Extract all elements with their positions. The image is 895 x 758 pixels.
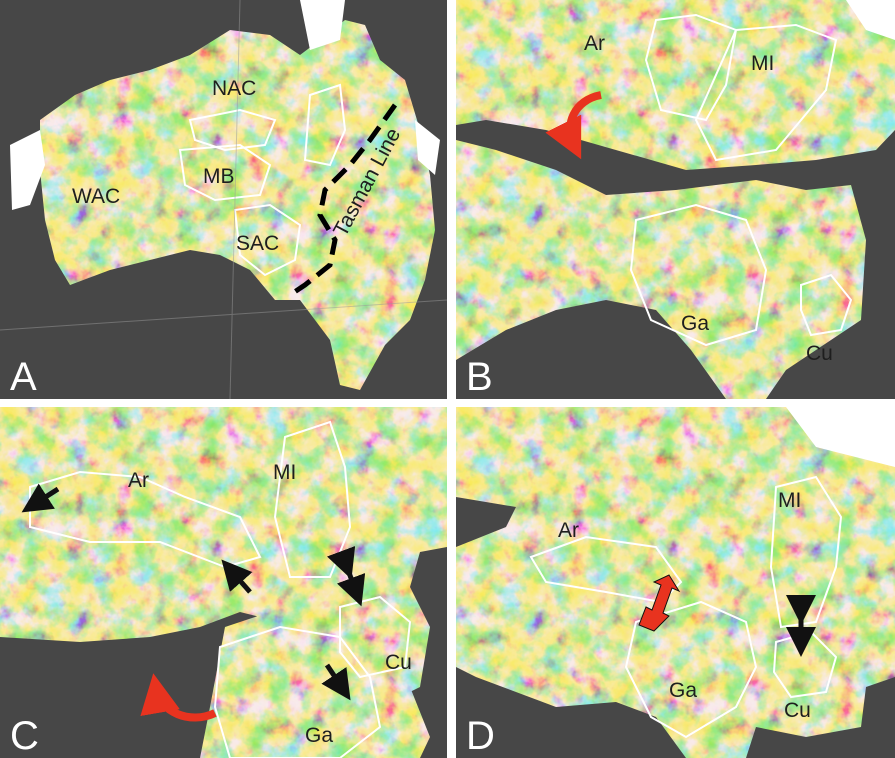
label-cu: Cu xyxy=(806,342,833,365)
terrane-boundaries-b xyxy=(629,13,853,347)
label-mi: MI xyxy=(751,52,774,75)
label-ga: Ga xyxy=(669,679,697,702)
label-wac: WAC xyxy=(72,185,120,208)
panel-label-d: D xyxy=(466,714,495,758)
motion-arrows-c xyxy=(21,483,366,701)
label-cu: Cu xyxy=(784,699,811,722)
panel-a-map: NAC WAC MB SAC Tasman Line A xyxy=(0,0,447,399)
panel-c-map: Ar MI Cu Ga C xyxy=(0,407,447,758)
label-ga: Ga xyxy=(305,724,333,747)
rotation-arrow-b xyxy=(545,91,603,160)
magnetic-anomaly-map-c xyxy=(0,407,447,758)
rotation-arrow-c xyxy=(140,673,217,722)
label-ar: Ar xyxy=(584,32,605,55)
panel-label-b: B xyxy=(466,355,493,399)
label-cu: Cu xyxy=(385,651,412,674)
panel-c: Ar MI Cu Ga C xyxy=(0,407,447,758)
panel-d-map: Ar MI Ga Cu D xyxy=(456,407,895,758)
blank-areas-a xyxy=(10,0,440,210)
craton-boundaries-a xyxy=(178,83,347,277)
panel-a: NAC WAC MB SAC Tasman Line A xyxy=(0,0,447,399)
panel-b: Ar MI Ga Cu B xyxy=(456,0,895,399)
graticule-a xyxy=(0,0,447,399)
panel-d: Ar MI Ga Cu D xyxy=(456,407,895,758)
label-ar: Ar xyxy=(558,519,579,542)
magnetic-anomaly-map-b xyxy=(456,0,895,399)
panel-label-a: A xyxy=(10,355,37,399)
label-mi: MI xyxy=(273,461,296,484)
panel-b-map: Ar MI Ga Cu B xyxy=(456,0,895,399)
label-mb: MB xyxy=(203,165,235,188)
blank-area-b xyxy=(846,0,895,40)
label-ar: Ar xyxy=(128,469,149,492)
label-sac: SAC xyxy=(236,232,279,255)
label-nac: NAC xyxy=(212,77,256,100)
label-ga: Ga xyxy=(681,312,709,335)
tasman-line xyxy=(288,103,398,298)
label-mi: MI xyxy=(778,489,801,512)
separation-arrow-d xyxy=(638,574,681,632)
panel-label-c: C xyxy=(10,714,39,758)
magnetic-anomaly-map-d xyxy=(456,407,895,758)
blank-area-d xyxy=(786,407,895,467)
